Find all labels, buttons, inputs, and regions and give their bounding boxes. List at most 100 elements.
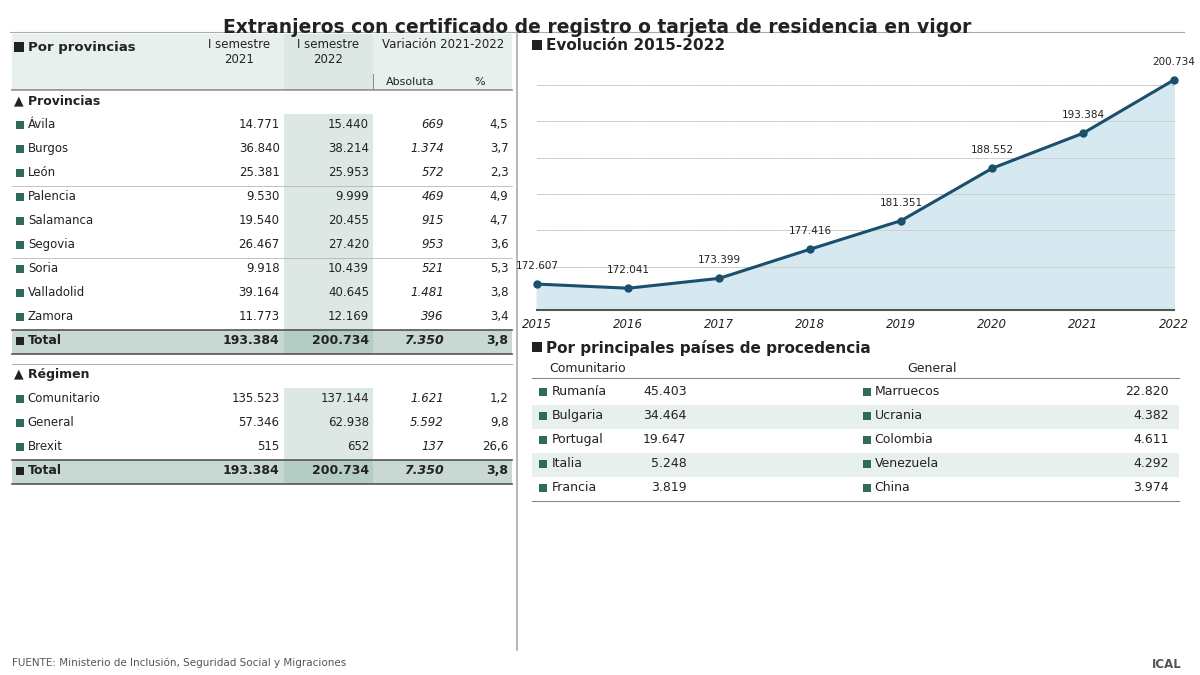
Text: 177.416: 177.416: [788, 226, 832, 236]
Text: 469: 469: [421, 190, 444, 203]
Text: Burgos: Burgos: [28, 142, 68, 155]
Bar: [283, 436, 373, 460]
Text: 40.645: 40.645: [328, 286, 370, 299]
Bar: [373, 330, 512, 354]
Text: 11.773: 11.773: [239, 310, 280, 323]
Text: 193.384: 193.384: [1062, 110, 1105, 120]
Text: 4,9: 4,9: [490, 190, 509, 203]
Text: 2021: 2021: [1068, 318, 1098, 331]
Bar: [283, 306, 373, 330]
Text: 200.734: 200.734: [1153, 57, 1195, 67]
Text: Bulgaria: Bulgaria: [551, 409, 604, 422]
Text: 1.481: 1.481: [410, 286, 444, 299]
Text: ICAL: ICAL: [1152, 658, 1182, 671]
Text: 15.440: 15.440: [328, 118, 370, 131]
Text: Venezuela: Venezuela: [875, 457, 938, 470]
Text: Francia: Francia: [551, 481, 596, 494]
Text: 515: 515: [257, 440, 280, 453]
Text: Italia: Italia: [551, 457, 582, 470]
Text: 3.819: 3.819: [650, 481, 686, 494]
Text: León: León: [28, 166, 56, 179]
Bar: [533, 405, 1180, 429]
Bar: [283, 330, 373, 354]
Text: 193.384: 193.384: [223, 464, 280, 477]
Polygon shape: [538, 80, 1174, 310]
Text: Portugal: Portugal: [551, 433, 604, 446]
Bar: [16, 121, 24, 129]
Text: Rumanía: Rumanía: [551, 385, 606, 398]
Bar: [283, 460, 373, 484]
Text: 57.346: 57.346: [239, 416, 280, 429]
Bar: [283, 34, 512, 74]
Text: I semestre
2021: I semestre 2021: [208, 38, 270, 66]
Bar: [16, 193, 24, 201]
Text: 62.938: 62.938: [328, 416, 370, 429]
Text: 5.592: 5.592: [410, 416, 444, 429]
Text: 137: 137: [421, 440, 444, 453]
Bar: [16, 289, 24, 297]
Text: 12.169: 12.169: [328, 310, 370, 323]
Bar: [283, 412, 373, 436]
Bar: [533, 453, 1180, 477]
Text: 2019: 2019: [887, 318, 917, 331]
Text: 188.552: 188.552: [971, 145, 1014, 155]
Text: ▲ Provincias: ▲ Provincias: [14, 94, 100, 107]
Bar: [539, 436, 547, 444]
Text: 20.455: 20.455: [329, 214, 370, 227]
Text: 137.144: 137.144: [320, 392, 370, 405]
Text: Colombia: Colombia: [875, 433, 934, 446]
Text: 1.621: 1.621: [410, 392, 444, 405]
Bar: [16, 337, 24, 345]
Bar: [533, 40, 542, 50]
Text: 4.611: 4.611: [1134, 433, 1169, 446]
Bar: [12, 330, 283, 354]
Text: Por principales países de procedencia: Por principales países de procedencia: [546, 340, 871, 356]
Text: 173.399: 173.399: [697, 255, 740, 265]
Text: 19.540: 19.540: [239, 214, 280, 227]
Text: 915: 915: [421, 214, 444, 227]
Text: China: China: [875, 481, 911, 494]
Text: 4,7: 4,7: [490, 214, 509, 227]
Text: 2018: 2018: [796, 318, 826, 331]
Bar: [283, 186, 373, 210]
Bar: [539, 460, 547, 468]
Text: General: General: [28, 416, 74, 429]
Bar: [373, 460, 512, 484]
Text: 193.384: 193.384: [223, 334, 280, 347]
Text: 3,4: 3,4: [490, 310, 509, 323]
Text: Evolución 2015-2022: Evolución 2015-2022: [546, 38, 726, 53]
Bar: [283, 34, 373, 74]
Text: 25.381: 25.381: [239, 166, 280, 179]
Bar: [539, 412, 547, 420]
Text: General: General: [907, 362, 958, 375]
Text: Extranjeros con certificado de registro o tarjeta de residencia en vigor: Extranjeros con certificado de registro …: [223, 18, 971, 37]
Text: I semestre
2022: I semestre 2022: [298, 38, 360, 66]
Text: Brexit: Brexit: [28, 440, 62, 453]
Text: 9,8: 9,8: [490, 416, 509, 429]
Text: 172.607: 172.607: [516, 261, 559, 271]
Bar: [863, 484, 871, 492]
Text: 181.351: 181.351: [880, 198, 923, 208]
Bar: [283, 114, 373, 138]
Bar: [863, 412, 871, 420]
Bar: [539, 388, 547, 396]
Text: 2022: 2022: [1159, 318, 1189, 331]
Text: Marruecos: Marruecos: [875, 385, 940, 398]
Text: 2,3: 2,3: [490, 166, 509, 179]
Bar: [283, 258, 373, 282]
Text: 200.734: 200.734: [312, 464, 370, 477]
Text: 2016: 2016: [613, 318, 643, 331]
Text: 27.420: 27.420: [328, 238, 370, 251]
Bar: [16, 217, 24, 225]
Text: 22.820: 22.820: [1126, 385, 1169, 398]
Bar: [16, 467, 24, 475]
Text: Variación 2021-2022: Variación 2021-2022: [382, 38, 504, 51]
Bar: [16, 313, 24, 321]
Bar: [283, 388, 373, 412]
Text: 953: 953: [421, 238, 444, 251]
Bar: [12, 460, 283, 484]
Text: Ávila: Ávila: [28, 118, 56, 131]
Text: 45.403: 45.403: [643, 385, 686, 398]
Text: 9.918: 9.918: [246, 262, 280, 275]
Bar: [283, 210, 373, 234]
